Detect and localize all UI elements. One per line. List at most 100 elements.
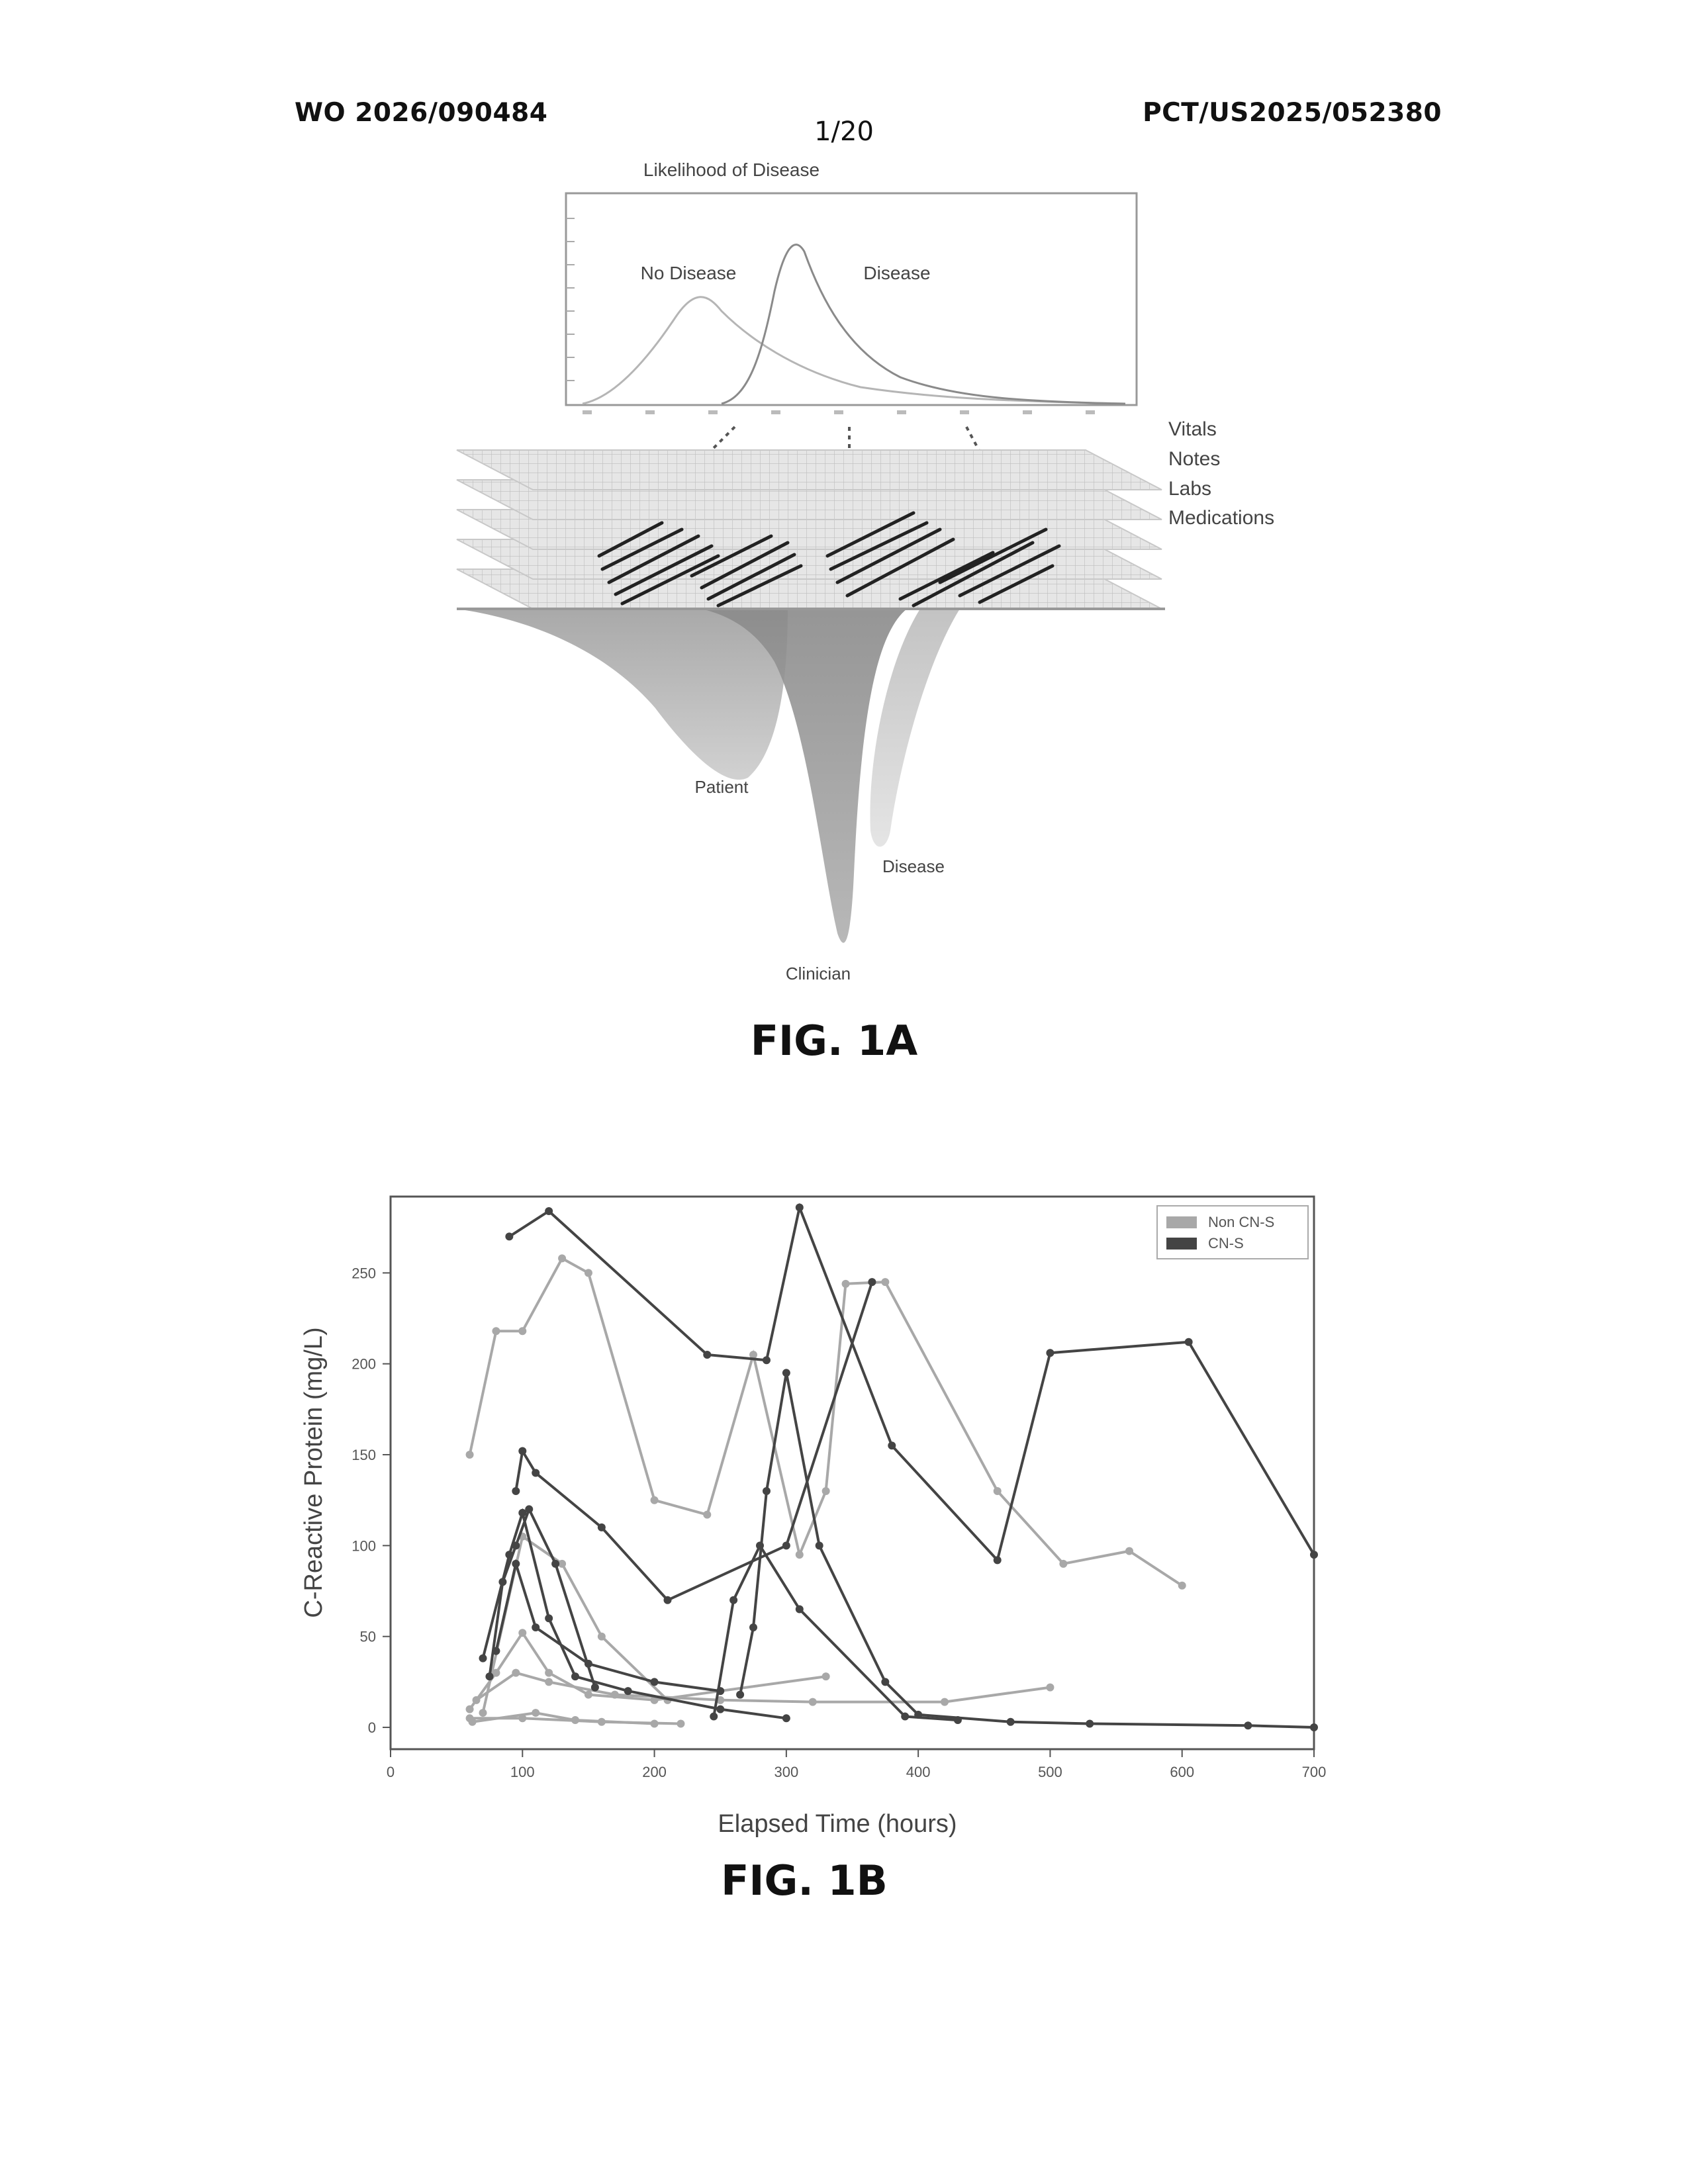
data-point	[796, 1551, 804, 1559]
data-point	[571, 1716, 579, 1724]
y-axis-label: C-Reactive Protein (mg/L)	[300, 1327, 328, 1617]
data-point	[1059, 1560, 1067, 1568]
data-point	[512, 1669, 520, 1677]
data-point	[868, 1278, 876, 1286]
data-point	[518, 1447, 526, 1455]
data-point	[716, 1706, 724, 1713]
data-point	[1185, 1338, 1193, 1346]
data-point	[782, 1369, 790, 1377]
data-point	[703, 1511, 711, 1519]
series-line	[470, 1633, 826, 1709]
data-point	[532, 1469, 539, 1477]
data-point	[763, 1487, 771, 1495]
data-point	[822, 1487, 830, 1495]
x-axis-label: Elapsed Time (hours)	[718, 1810, 957, 1838]
data-point	[710, 1713, 718, 1721]
data-point	[532, 1623, 539, 1631]
data-point	[473, 1696, 481, 1704]
series-line	[473, 1713, 655, 1723]
data-point	[816, 1541, 823, 1549]
fig-1b-label: FIG. 1B	[0, 1856, 1648, 1905]
data-point	[591, 1684, 599, 1692]
y-tick-label: 250	[352, 1265, 376, 1281]
data-point	[585, 1269, 592, 1277]
y-tick-label: 150	[352, 1447, 376, 1463]
data-point	[822, 1672, 830, 1680]
data-point	[736, 1691, 744, 1699]
series-cns-7	[512, 1278, 876, 1604]
data-point	[585, 1691, 592, 1699]
data-point	[545, 1207, 553, 1215]
data-point	[881, 1278, 889, 1286]
data-point	[796, 1606, 804, 1614]
legend-swatch-non-cns	[1166, 1216, 1197, 1228]
data-point	[479, 1655, 487, 1662]
data-point	[782, 1541, 790, 1549]
data-point	[545, 1678, 553, 1686]
data-point	[651, 1678, 659, 1686]
data-point	[888, 1441, 896, 1449]
series-line	[714, 1545, 958, 1720]
data-point	[505, 1232, 513, 1240]
data-point	[1178, 1582, 1186, 1590]
data-point	[651, 1496, 659, 1504]
series-line	[477, 1673, 1051, 1702]
data-point	[598, 1633, 606, 1641]
data-point	[611, 1691, 619, 1699]
data-point	[518, 1629, 526, 1637]
data-point	[756, 1541, 764, 1549]
data-point	[492, 1647, 500, 1655]
x-tick-label: 700	[1302, 1764, 1327, 1780]
series-non-cns-3	[473, 1669, 1055, 1706]
data-point	[763, 1356, 771, 1364]
data-point	[994, 1556, 1002, 1564]
legend-label-cns: CN-S	[1208, 1235, 1244, 1251]
data-point	[1310, 1551, 1318, 1559]
legend-swatch-cns	[1166, 1238, 1197, 1250]
data-point	[551, 1560, 559, 1568]
data-point	[512, 1541, 520, 1549]
plot-frame	[391, 1197, 1314, 1749]
data-point	[749, 1623, 757, 1631]
data-point	[512, 1487, 520, 1495]
data-point	[1046, 1684, 1054, 1692]
data-point	[703, 1351, 711, 1359]
data-point	[585, 1660, 592, 1668]
data-point	[1244, 1721, 1252, 1729]
data-point	[545, 1614, 553, 1622]
data-point	[498, 1578, 506, 1586]
data-point	[1007, 1718, 1015, 1726]
series-line	[509, 1208, 1314, 1561]
y-tick-label: 200	[352, 1356, 376, 1373]
data-point	[651, 1720, 659, 1728]
series-line	[496, 1564, 720, 1691]
data-point	[1310, 1723, 1318, 1731]
x-tick-label: 200	[642, 1764, 667, 1780]
series-line	[516, 1282, 872, 1600]
data-point	[941, 1698, 949, 1706]
data-point	[525, 1505, 533, 1513]
data-point	[664, 1596, 672, 1604]
data-point	[469, 1718, 477, 1726]
data-point	[624, 1687, 632, 1695]
data-point	[518, 1327, 526, 1335]
data-series	[466, 1203, 1318, 1731]
legend-label-non-cns: Non CN-S	[1208, 1214, 1274, 1230]
data-point	[954, 1716, 962, 1724]
data-point	[466, 1706, 474, 1713]
data-point	[809, 1698, 817, 1706]
legend: Non CN-S CN-S	[1157, 1206, 1308, 1259]
data-point	[994, 1487, 1002, 1495]
x-tick-label: 100	[510, 1764, 535, 1780]
series-cns-8	[479, 1509, 790, 1722]
data-point	[842, 1280, 850, 1288]
data-point	[677, 1720, 684, 1728]
data-point	[466, 1451, 474, 1459]
x-tick-label: 0	[387, 1764, 395, 1780]
data-point	[901, 1713, 909, 1721]
x-tick-label: 400	[906, 1764, 931, 1780]
x-tick-label: 500	[1038, 1764, 1062, 1780]
y-tick-label: 100	[352, 1537, 376, 1554]
y-tick-label: 50	[360, 1629, 376, 1645]
data-point	[479, 1709, 487, 1717]
